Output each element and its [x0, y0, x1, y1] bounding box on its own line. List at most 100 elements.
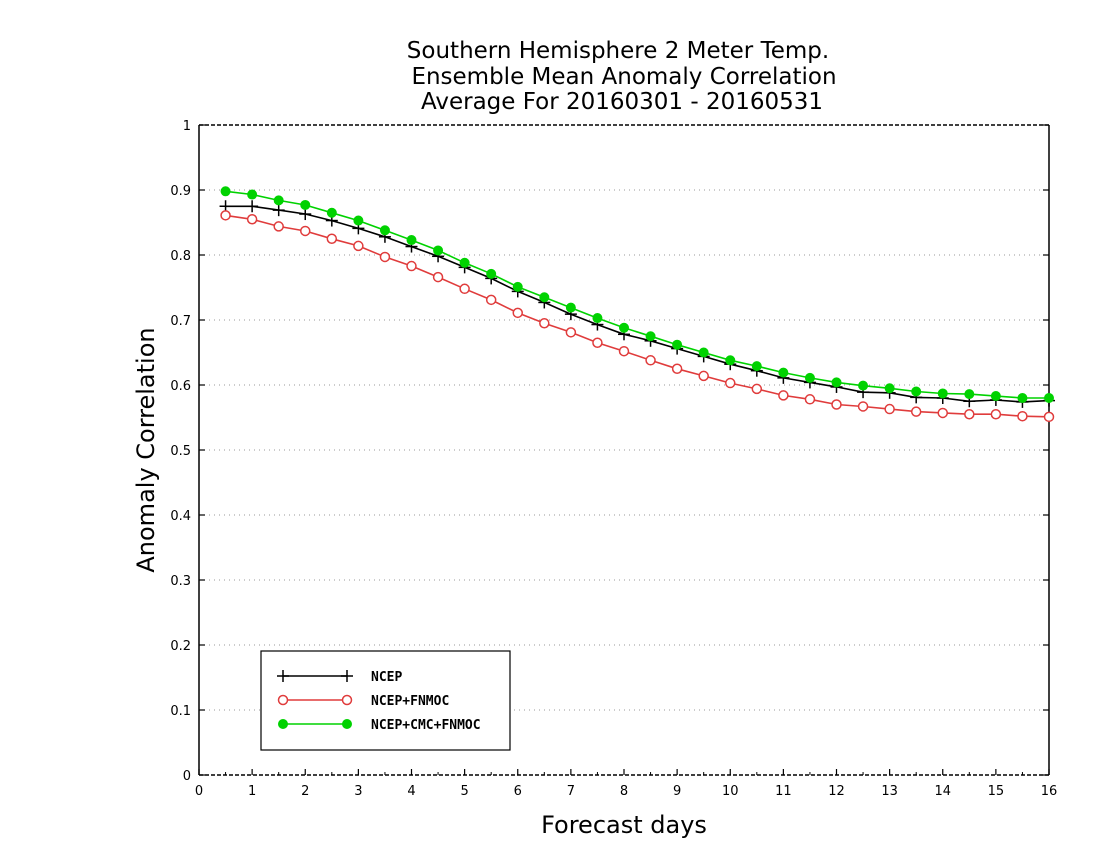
series-2-point-9 [459, 257, 470, 268]
series-2-point-11 [512, 281, 523, 292]
series-1-point-5 [353, 240, 364, 252]
chart-legend: NCEP NCEP+FNMOC NCEP+CMC+FNMOC [260, 650, 511, 751]
legend-label-2: NCEP+CMC+FNMOC [371, 718, 481, 733]
x-tick-label-4: 4 [407, 784, 415, 799]
y-tick-label-4: 0.4 [170, 509, 191, 524]
x-tick-label-14: 14 [934, 784, 951, 799]
series-2-point-24 [858, 380, 869, 391]
series-2-point-0 [220, 186, 231, 197]
x-tick-label-16: 16 [1041, 784, 1058, 799]
series-2-point-18 [698, 347, 709, 358]
chart-title-line-3: Average For 20160301 - 20160531 [421, 89, 823, 115]
series-line-0 [225, 205, 1050, 403]
series-1-point-26 [910, 406, 922, 417]
y-axis-title: Anomaly Correlation [132, 327, 160, 572]
chart-title: Southern Hemisphere 2 Meter Temp. Ensemb… [407, 38, 837, 115]
y-tick-label-7: 0.7 [170, 314, 191, 329]
series-1-point-13 [565, 327, 577, 338]
series-2-point-25 [884, 383, 895, 394]
series-2-point-1 [247, 189, 258, 200]
series-2-point-28 [964, 389, 975, 400]
series-1-point-18 [698, 370, 709, 382]
series-2-point-13 [565, 302, 576, 313]
x-tick-label-2: 2 [301, 784, 309, 799]
series-1-point-9 [459, 283, 470, 295]
series-1-point-21 [778, 390, 789, 401]
series-2-point-5 [353, 215, 364, 226]
x-tick-label-6: 6 [514, 784, 522, 799]
series-1-point-11 [512, 307, 523, 319]
grid-lines [199, 189, 1049, 711]
series-2-point-17 [672, 339, 683, 350]
series-0-point-3 [299, 208, 312, 221]
y-tick-label-10: 1 [183, 119, 191, 134]
series-line-2 [225, 190, 1049, 399]
series-1-point-31 [1043, 411, 1055, 423]
series-1-point-0 [220, 210, 231, 221]
series-2-point-21 [778, 367, 789, 378]
chart-title-line-2: Ensemble Mean Anomaly Correlation [411, 64, 836, 90]
series-1-point-20 [751, 383, 763, 395]
series-2-point-20 [751, 361, 762, 372]
series-1-point-2 [273, 221, 284, 232]
series-1-point-30 [1017, 410, 1028, 422]
legend-entry-2: NCEP+CMC+FNMOC [278, 718, 481, 733]
series-0-point-2 [272, 204, 285, 217]
series-2 [220, 186, 1054, 403]
legend-marker-end-1 [341, 694, 353, 706]
series-2-point-16 [645, 331, 656, 342]
series-line-1 [225, 214, 1050, 418]
series-2-point-22 [804, 372, 815, 383]
y-tick-label-2: 0.2 [170, 639, 191, 654]
legend-marker-end-2 [342, 719, 352, 729]
series-2-point-7 [406, 235, 417, 246]
series-1-point-22 [804, 394, 816, 405]
series-2-point-26 [911, 386, 922, 397]
series-lines [219, 186, 1055, 423]
series-1-point-8 [432, 271, 444, 283]
series-1-point-24 [857, 401, 869, 412]
x-tick-label-0: 0 [195, 784, 203, 799]
series-1 [220, 210, 1055, 423]
x-axis-title: Forecast days [541, 811, 707, 839]
x-tick-label-7: 7 [567, 784, 575, 799]
legend-label-0: NCEP [371, 670, 402, 685]
series-1-point-25 [884, 403, 895, 415]
series-1-point-3 [300, 225, 311, 237]
y-tick-label-0: 0 [183, 769, 191, 784]
series-1-point-1 [246, 214, 258, 225]
y-tick-label-3: 0.3 [170, 574, 191, 589]
series-1-point-15 [618, 345, 630, 357]
legend-entry-1: NCEP+FNMOC [277, 694, 449, 709]
x-axis-ticks: 0 1 2 3 4 5 6 7 8 9 10 11 12 13 14 15 16 [195, 769, 1057, 799]
x-tick-label-3: 3 [354, 784, 362, 799]
x-tick-label-13: 13 [881, 784, 898, 799]
series-2-point-2 [273, 195, 284, 206]
legend-marker-start-0 [277, 670, 289, 682]
series-1-point-17 [671, 363, 683, 374]
series-1-point-14 [592, 337, 603, 348]
series-2-point-14 [592, 313, 603, 324]
y-tick-label-1: 0.1 [170, 704, 191, 719]
series-1-point-7 [406, 260, 417, 272]
series-1-point-12 [539, 318, 550, 329]
series-2-point-15 [619, 322, 629, 333]
series-1-point-10 [485, 294, 497, 306]
x-tick-label-8: 8 [620, 784, 628, 799]
y-tick-label-5: 0.5 [170, 444, 191, 459]
y-axis-ticks: 0 0.1 0.2 0.3 0.4 0.5 0.6 0.7 0.8 0.9 1 [170, 119, 1049, 784]
series-2-point-23 [831, 377, 842, 388]
series-2-point-8 [433, 245, 444, 256]
series-1-point-23 [831, 399, 842, 410]
x-tick-label-10: 10 [722, 784, 739, 799]
series-1-point-19 [725, 377, 736, 389]
x-tick-label-11: 11 [775, 784, 792, 799]
series-2-point-6 [379, 225, 390, 236]
series-2-point-30 [1017, 393, 1028, 403]
x-tick-label-12: 12 [828, 784, 845, 799]
series-1-point-27 [937, 407, 948, 419]
series-2-point-3 [300, 199, 311, 210]
series-0-point-1 [246, 200, 259, 213]
series-2-point-27 [937, 388, 948, 399]
series-1-point-6 [379, 251, 391, 263]
